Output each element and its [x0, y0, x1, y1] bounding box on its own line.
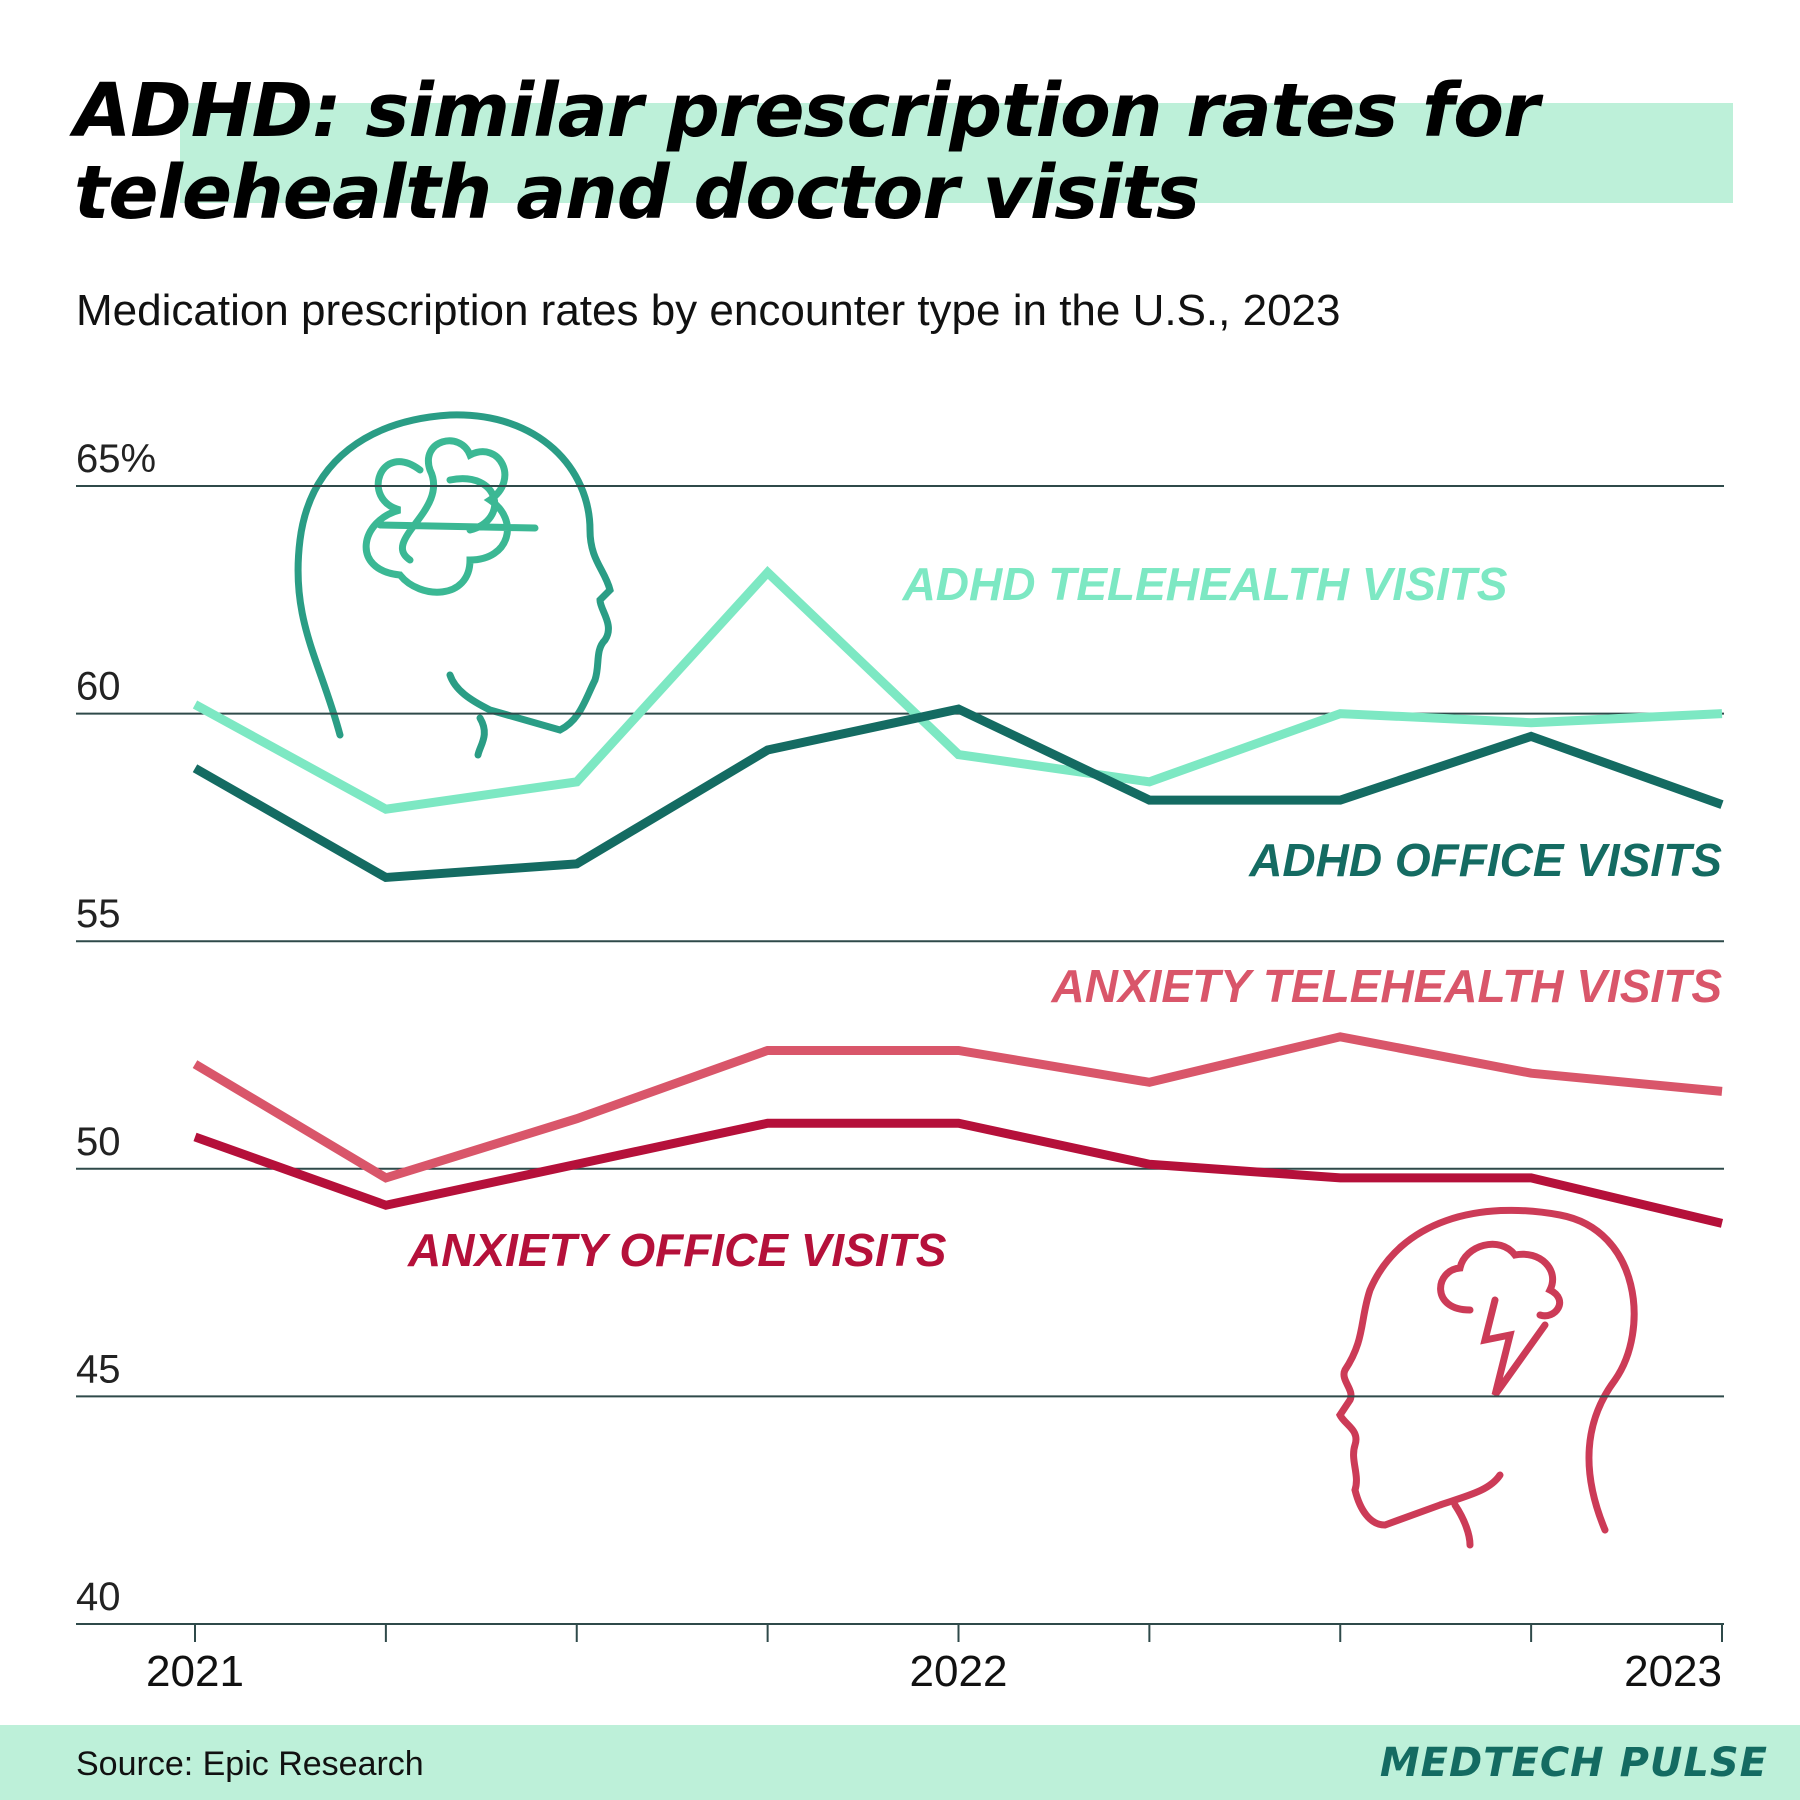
source-note: Source: Epic Research [76, 1745, 424, 1783]
title-highlight [180, 103, 1733, 203]
chart-title: ADHD: similar prescription rates for tel… [74, 68, 1540, 236]
series-label: ANXIETY TELEHEALTH VISITS [1051, 960, 1723, 1012]
anxiety-head-icon [1335, 1206, 1638, 1549]
head-neck [474, 714, 488, 759]
head-outline [294, 411, 614, 739]
y-tick-label: 60 [76, 665, 121, 709]
head-scribble [362, 437, 539, 596]
head-cloud [1437, 1240, 1564, 1398]
head-neck [1451, 1501, 1474, 1549]
y-tick-label: 65% [76, 437, 156, 481]
brand: MEDTECH PULSE [1379, 1740, 1768, 1786]
y-tick-label: 40 [76, 1575, 121, 1619]
grid [76, 485, 1724, 1398]
y-tick-label: 45 [76, 1347, 121, 1391]
adhd-head-icon [294, 411, 614, 759]
x-tick-label: 2022 [910, 1647, 1008, 1696]
series-line [192, 1032, 1723, 1183]
footer-band [0, 1725, 1800, 1800]
y-tick-label: 50 [76, 1120, 121, 1164]
series-line [193, 1118, 1724, 1228]
x-tick-label: 2021 [146, 1647, 244, 1696]
x-tick-label: 2023 [1624, 1647, 1722, 1696]
head-outline [1335, 1206, 1638, 1534]
series-label: ADHD TELEHEALTH VISITS [902, 558, 1508, 610]
series-label: ADHD OFFICE VISITS [1248, 834, 1722, 886]
y-tick-label: 55 [76, 892, 121, 936]
chart-subtitle: Medication prescription rates by encount… [76, 286, 1341, 335]
series-label: ANXIETY OFFICE VISITS [407, 1224, 947, 1276]
chart: 40 45 50 55 60 65% 2021 2022 2023 ADHD TELEHEALTH… [76, 411, 1724, 1696]
series-line [192, 566, 1723, 814]
series-line [192, 704, 1724, 883]
